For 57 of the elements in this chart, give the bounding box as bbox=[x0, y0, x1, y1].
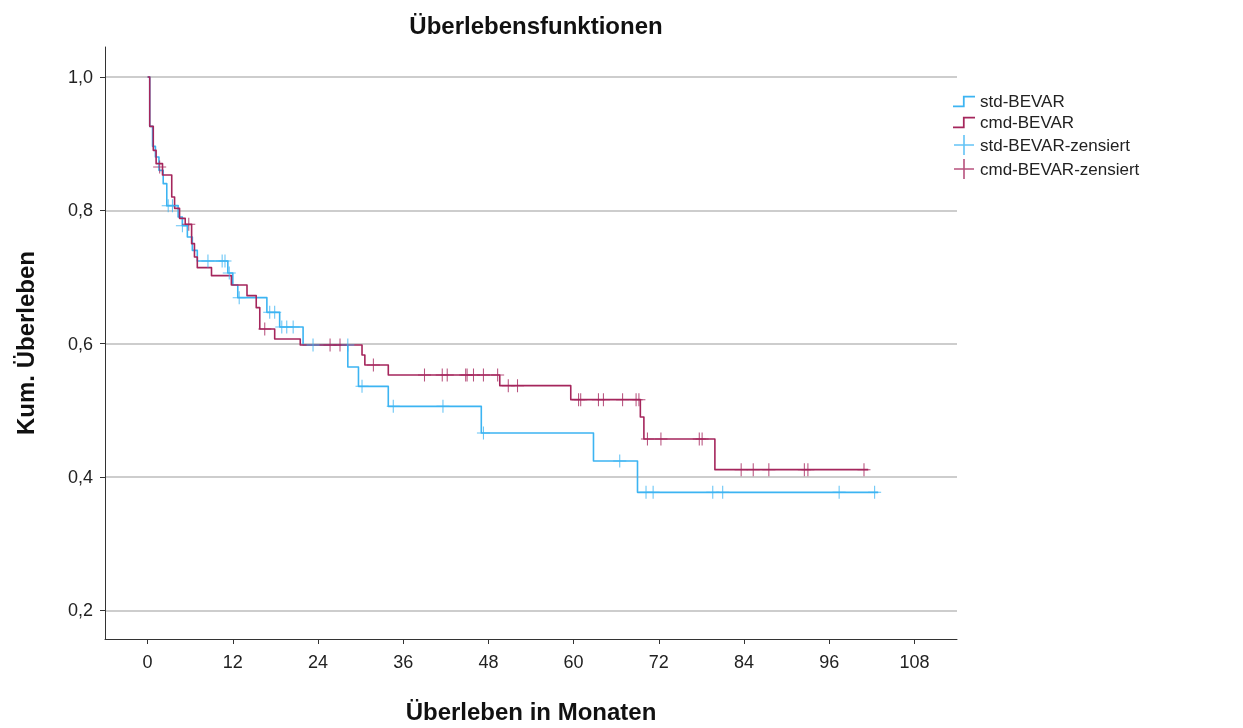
point bbox=[868, 485, 882, 499]
x-tick-label: 24 bbox=[307, 652, 329, 672]
point bbox=[616, 393, 630, 407]
point bbox=[386, 399, 400, 413]
legend-label: std-BEVAR-zensiert bbox=[980, 135, 1131, 155]
point bbox=[418, 368, 431, 382]
point bbox=[258, 322, 272, 336]
point bbox=[654, 432, 668, 446]
x-tick-label: 108 bbox=[899, 652, 930, 672]
chart-title: Überlebensfunktionen bbox=[409, 11, 663, 39]
point bbox=[201, 254, 215, 268]
point bbox=[491, 368, 505, 382]
point bbox=[182, 217, 196, 231]
point bbox=[640, 432, 654, 446]
point bbox=[476, 426, 490, 440]
point bbox=[268, 305, 282, 319]
y-tick-label: 0,8 bbox=[67, 200, 93, 221]
point bbox=[366, 358, 380, 372]
legend-label: cmd-BEVAR-zensiert bbox=[980, 159, 1140, 179]
point bbox=[613, 454, 627, 468]
point bbox=[165, 199, 179, 213]
x-tick-label: 60 bbox=[563, 652, 584, 672]
x-tick-label: 96 bbox=[819, 652, 840, 672]
y-tick-label: 1,0 bbox=[67, 67, 93, 87]
point bbox=[646, 485, 660, 499]
y-axis-title: Kum. Überleben bbox=[11, 250, 39, 436]
point bbox=[476, 368, 490, 382]
point bbox=[440, 368, 454, 382]
point bbox=[436, 399, 450, 413]
x-tick-label: 12 bbox=[222, 652, 243, 672]
point bbox=[762, 463, 776, 477]
y-tick-label: 0,4 bbox=[67, 467, 93, 487]
y-tick-label: 0,2 bbox=[67, 600, 93, 621]
point bbox=[286, 320, 300, 334]
x-tick-label: 0 bbox=[142, 652, 153, 672]
x-tick-label: 36 bbox=[393, 652, 414, 672]
point bbox=[746, 463, 760, 477]
point bbox=[153, 160, 167, 174]
x-tick-label: 72 bbox=[648, 652, 669, 672]
point bbox=[222, 266, 236, 280]
y-tick-label: 0,6 bbox=[67, 333, 93, 354]
point bbox=[857, 463, 871, 477]
x-tick-label: 48 bbox=[478, 652, 499, 672]
point bbox=[355, 379, 369, 393]
point bbox=[511, 379, 525, 393]
point bbox=[306, 338, 320, 352]
point bbox=[716, 485, 730, 499]
legend-label: cmd-BEVAR bbox=[980, 113, 1075, 132]
legend-label: std-BEVAR bbox=[980, 92, 1065, 111]
point bbox=[232, 291, 246, 305]
point bbox=[832, 485, 846, 499]
x-tick-label: 84 bbox=[733, 652, 755, 672]
point bbox=[596, 393, 610, 407]
point bbox=[801, 463, 815, 477]
x-axis-title: Überleben in Monaten bbox=[405, 697, 657, 725]
point bbox=[333, 338, 347, 352]
point bbox=[734, 463, 748, 477]
